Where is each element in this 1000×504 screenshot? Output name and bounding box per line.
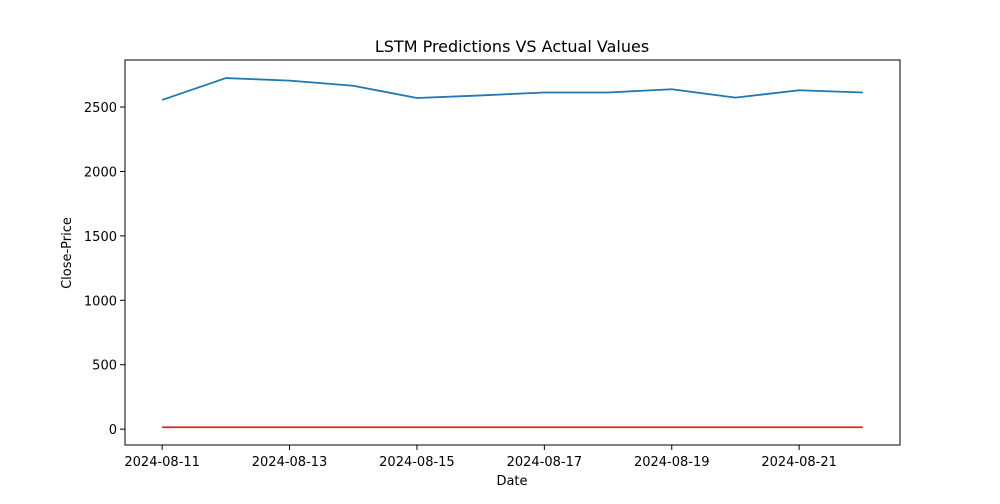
data-point bbox=[607, 91, 609, 93]
x-tick-label: 2024-08-13 bbox=[252, 455, 328, 470]
data-point bbox=[480, 426, 482, 428]
y-tick-label: 500 bbox=[92, 359, 117, 374]
series-2 bbox=[161, 426, 864, 429]
x-tick-label: 2024-08-11 bbox=[124, 455, 200, 470]
data-point bbox=[671, 426, 673, 428]
x-axis-label: Date bbox=[496, 474, 527, 489]
data-point bbox=[416, 426, 418, 428]
data-point bbox=[352, 85, 354, 87]
data-point bbox=[289, 426, 291, 428]
data-point bbox=[798, 89, 800, 91]
plot-area-frame bbox=[124, 59, 901, 446]
data-point bbox=[225, 426, 227, 428]
data-point bbox=[416, 97, 418, 99]
x-tick-label: 2024-08-19 bbox=[634, 455, 710, 470]
data-point bbox=[671, 88, 673, 90]
y-tick-label: 2000 bbox=[84, 165, 117, 180]
data-point bbox=[543, 426, 545, 428]
data-point bbox=[225, 77, 227, 79]
data-point bbox=[161, 99, 163, 101]
data-point bbox=[289, 80, 291, 82]
series-line bbox=[161, 77, 863, 101]
data-point bbox=[161, 426, 163, 428]
data-point bbox=[607, 426, 609, 428]
x-tick-label: 2024-08-17 bbox=[507, 455, 583, 470]
y-tick-label: 0 bbox=[109, 423, 117, 438]
data-point bbox=[543, 91, 545, 93]
x-tick-label: 2024-08-15 bbox=[379, 455, 455, 470]
series-1 bbox=[161, 77, 864, 101]
x-tick-label: 2024-08-21 bbox=[761, 455, 837, 470]
data-point bbox=[734, 426, 736, 428]
data-point bbox=[734, 97, 736, 99]
y-tick-label: 2500 bbox=[84, 101, 117, 116]
y-tick-label: 1500 bbox=[84, 230, 117, 245]
data-point bbox=[352, 426, 354, 428]
series-layer bbox=[161, 77, 864, 429]
data-point bbox=[862, 91, 864, 93]
chart-title: LSTM Predictions VS Actual Values bbox=[375, 37, 649, 56]
data-point bbox=[480, 94, 482, 96]
y-tick-label: 1000 bbox=[84, 294, 117, 309]
data-point bbox=[862, 426, 864, 428]
axis-ticks: 0 500 1000 1500 2000 2500 2024-08-11 2024-08-13… bbox=[84, 101, 837, 470]
data-point bbox=[798, 426, 800, 428]
y-axis-label: Close-Price bbox=[60, 217, 75, 289]
